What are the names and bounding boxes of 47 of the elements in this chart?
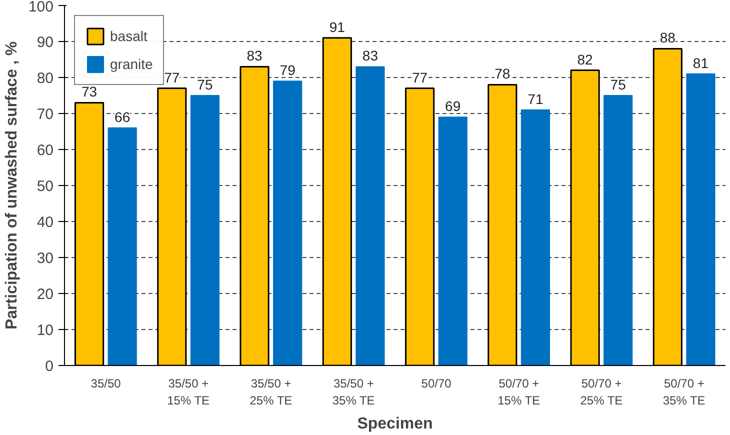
data-label: 69	[445, 98, 461, 114]
data-label: 66	[114, 108, 130, 125]
y-tick-label: 10	[36, 322, 54, 339]
y-tick-label: 20	[36, 286, 54, 303]
x-tick-label: 50/70	[421, 376, 452, 390]
bar	[438, 116, 468, 366]
data-label: 79	[280, 62, 296, 78]
x-axis-title: Specimen	[357, 415, 433, 432]
data-label: 75	[197, 76, 213, 92]
data-label: 75	[610, 76, 626, 92]
data-label: 83	[246, 48, 263, 64]
y-tick-label: 30	[36, 250, 54, 267]
bar	[273, 80, 302, 366]
bar	[686, 73, 716, 366]
data-label: 77	[164, 69, 180, 86]
data-label: 71	[528, 90, 544, 107]
data-label: 81	[692, 54, 709, 71]
x-tick-label: 35/50 + 25% TE	[250, 376, 292, 408]
data-label: 73	[82, 84, 98, 100]
y-tick-label: 40	[36, 214, 54, 231]
y-axis-title: Participation of unwashed surface , %	[3, 41, 20, 330]
y-tick-label: 60	[36, 142, 54, 159]
y-tick-label: 90	[36, 34, 54, 51]
data-label: 77	[412, 69, 428, 86]
y-tick-label: 70	[36, 106, 54, 123]
legend-label: basalt	[110, 28, 148, 44]
bar	[108, 127, 137, 366]
bar	[356, 66, 385, 366]
data-label: 88	[660, 30, 676, 46]
x-tick-label: 50/70 + 25% TE	[580, 376, 623, 408]
x-tick-label: 35/50 + 35% TE	[332, 376, 375, 408]
bar	[520, 109, 550, 366]
bar	[604, 95, 633, 366]
y-tick-label: 100	[28, 0, 54, 16]
y-tick-label: 0	[45, 358, 54, 375]
bar	[190, 95, 220, 366]
x-tick-label: 50/70 + 35% TE	[662, 376, 706, 408]
data-label: 83	[362, 48, 378, 64]
y-tick-label: 80	[36, 70, 54, 87]
data-label: 91	[329, 18, 346, 35]
x-tick-label: 35/50	[90, 376, 122, 390]
data-label: 82	[577, 51, 594, 68]
x-tick-label: 50/70 + 15% TE	[498, 376, 540, 408]
legend-label: granite	[110, 56, 153, 72]
y-tick-label: 50	[36, 178, 54, 195]
x-tick-label: 35/50 + 15% TE	[167, 376, 210, 408]
data-label: 78	[494, 66, 510, 82]
